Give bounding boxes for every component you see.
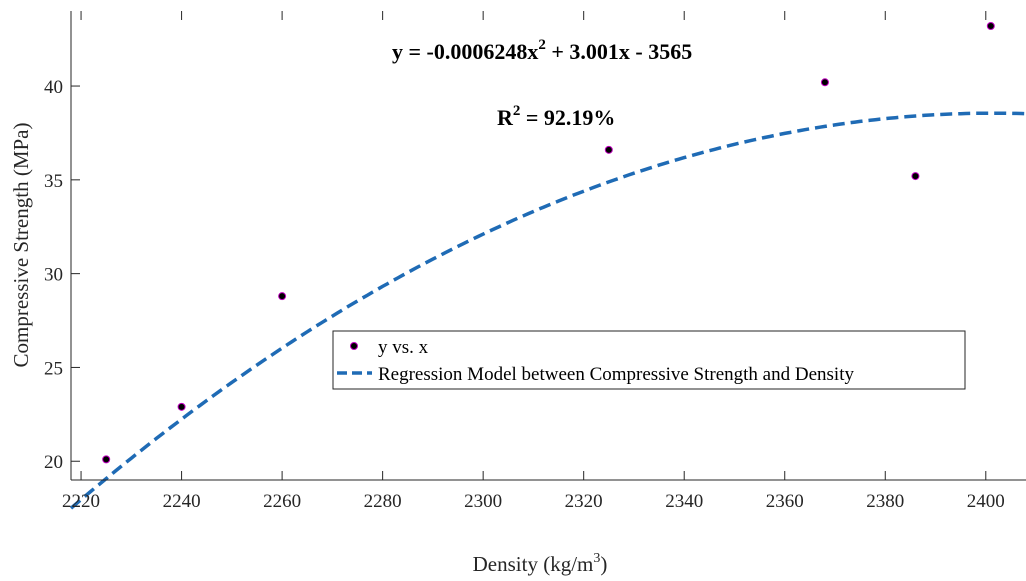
data-point bbox=[911, 172, 920, 181]
x-axis-title: Density (kg/m3) bbox=[473, 551, 608, 576]
y-tick-label: 40 bbox=[44, 77, 63, 98]
y-tick-label: 20 bbox=[44, 452, 63, 473]
data-point bbox=[986, 22, 995, 31]
legend: y vs. x Regression Model between Compres… bbox=[332, 330, 966, 390]
y-tick-label: 30 bbox=[44, 265, 63, 286]
r-squared-annotation: R2 = 92.19% bbox=[497, 103, 615, 130]
x-tick-label: 2400 bbox=[967, 491, 1005, 512]
data-point bbox=[177, 402, 186, 411]
data-point bbox=[820, 78, 829, 87]
fit-layer bbox=[69, 111, 1026, 510]
data-point bbox=[604, 145, 613, 154]
equation-annotation: y = -0.0006248x2 + 3.001x - 3565 bbox=[392, 37, 692, 64]
data-point bbox=[278, 292, 287, 301]
plot-area bbox=[71, 11, 1026, 480]
legend-box bbox=[332, 330, 966, 390]
x-tick-label: 2340 bbox=[665, 491, 703, 512]
x-tick-label: 2280 bbox=[364, 491, 402, 512]
y-ticks: 20 25 30 35 40 bbox=[44, 77, 80, 473]
x-tick-label: 2360 bbox=[766, 491, 804, 512]
y-tick-label: 35 bbox=[44, 171, 63, 192]
legend-label-scatter: y vs. x bbox=[378, 337, 429, 358]
y-tick-label: 25 bbox=[44, 358, 63, 379]
legend-marker-scatter bbox=[350, 342, 358, 350]
x-tick-label: 2300 bbox=[464, 491, 502, 512]
points-layer bbox=[102, 22, 995, 464]
x-tick-label: 2240 bbox=[163, 491, 201, 512]
x-tick-label: 2320 bbox=[565, 491, 603, 512]
legend-label-fit: Regression Model between Compressive Str… bbox=[378, 364, 854, 385]
y-axis-title: Compressive Strength (MPa) bbox=[9, 123, 33, 368]
x-tick-label: 2220 bbox=[62, 491, 100, 512]
x-ticks: 2220 2240 2260 2280 2300 2320 2340 2360 2380 2400 bbox=[62, 11, 1005, 512]
data-point bbox=[102, 455, 111, 464]
regression-fit-line bbox=[69, 111, 1026, 510]
x-tick-label: 2380 bbox=[866, 491, 904, 512]
x-tick-label: 2260 bbox=[263, 491, 301, 512]
